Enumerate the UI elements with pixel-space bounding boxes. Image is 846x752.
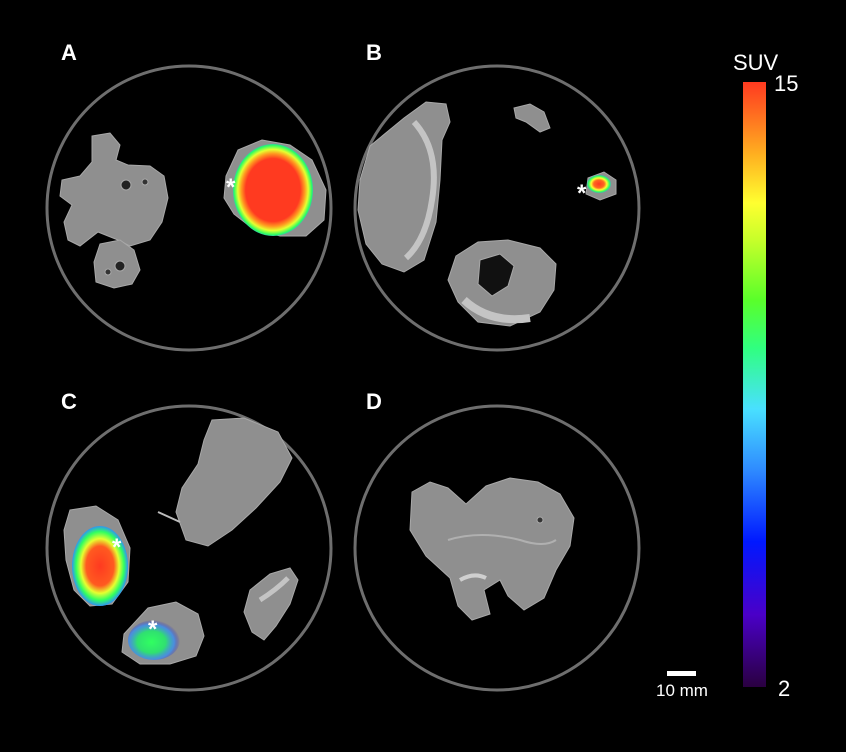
panel-d [353,404,641,692]
sample-dish-outline [353,64,641,352]
panel-b [353,64,641,352]
pet-hotspot [72,526,128,606]
asterisk-marker: * [226,174,236,201]
colorbar-title: SUV [733,50,779,75]
panel-label-b: B [366,40,382,65]
colorbar-max-label: 15 [774,71,799,96]
panel-c [45,404,333,692]
pet-hotspot [233,144,313,236]
pet-hotspot [128,620,180,660]
tissue-fragment [409,477,575,621]
scale-bar-label: 10 mm [656,681,708,700]
asterisk-marker: * [148,616,158,643]
tissue-fragments [357,101,617,327]
scale-bar [667,671,696,676]
tissue-fragment-left [59,132,169,289]
asterisk-marker: * [577,180,587,207]
panel-label-c: C [61,389,77,414]
colorbar [743,82,766,687]
panel-label-d: D [366,389,382,414]
sample-dish-outline [45,404,333,692]
asterisk-marker: * [112,534,122,561]
pet-hotspot [587,175,611,193]
sample-dish-outline [353,404,641,692]
panel-label-a: A [61,40,77,65]
colorbar-min-label: 2 [778,676,791,701]
panel-a [45,64,333,352]
sample-dish-outline [45,64,333,352]
tissue-fragment-right [223,139,327,237]
